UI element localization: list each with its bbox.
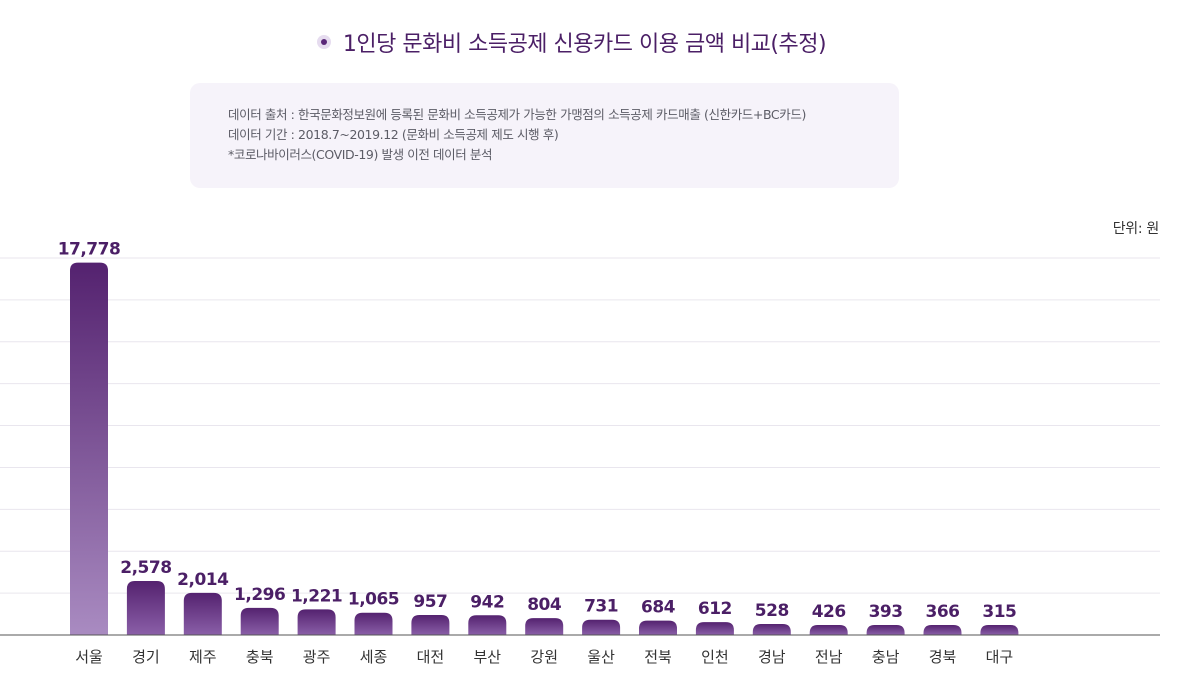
bar[interactable] bbox=[695, 622, 734, 635]
bar[interactable] bbox=[70, 262, 108, 635]
category-label: 광주 bbox=[303, 648, 331, 666]
bar-group: 528 경남 bbox=[752, 601, 791, 666]
unit-label: 단위: 원 bbox=[1112, 221, 1160, 237]
bar-group: 17,778 서울 bbox=[58, 240, 121, 666]
bar[interactable] bbox=[411, 614, 450, 635]
bar-group: 393 충남 bbox=[866, 602, 905, 666]
bar[interactable] bbox=[866, 625, 905, 635]
bar[interactable] bbox=[183, 592, 222, 635]
value-label: 1,296 bbox=[234, 585, 285, 605]
bar-group: 2,014 제주 bbox=[177, 570, 229, 666]
bar-group: 2,578 경기 bbox=[120, 558, 172, 666]
category-label: 인천 bbox=[701, 648, 729, 666]
bar-group: 1,065 세종 bbox=[348, 590, 400, 666]
category-label: 울산 bbox=[587, 648, 615, 666]
category-label: 서울 bbox=[75, 648, 103, 666]
bar[interactable] bbox=[240, 607, 279, 635]
chart-title-wrap: 1인당 문화비 소득공제 신용카드 이용 금액 비교(추정) bbox=[0, 26, 1183, 58]
bar-group: 426 전남 bbox=[809, 602, 848, 666]
value-label: 1,221 bbox=[291, 586, 342, 606]
value-label: 2,578 bbox=[120, 558, 171, 578]
value-label: 393 bbox=[869, 602, 903, 622]
category-label: 경남 bbox=[758, 648, 786, 666]
value-label: 804 bbox=[527, 595, 562, 615]
value-label: 942 bbox=[470, 592, 504, 612]
category-label: 경기 bbox=[132, 648, 160, 666]
bar[interactable] bbox=[980, 625, 1019, 635]
bar[interactable] bbox=[354, 612, 393, 635]
bar-group: 315 대구 bbox=[980, 602, 1019, 666]
source-line-2: 데이터 기간 : 2018.7~2019.12 (문화비 소득공제 제도 시행 … bbox=[228, 127, 559, 142]
bar-group: 1,221 광주 bbox=[291, 586, 343, 666]
category-label: 전남 bbox=[815, 648, 843, 666]
bar-group: 957 대전 bbox=[411, 592, 450, 666]
bar-chart: 17,778 서울 2,578 경기 2,014 제주 1,296 충북 1,221 광주 1,06… bbox=[0, 240, 1160, 666]
value-label: 2,014 bbox=[177, 570, 229, 590]
bar-group: 684 전북 bbox=[639, 598, 677, 666]
value-label: 426 bbox=[812, 602, 846, 622]
source-line-3: *코로나바이러스(COVID-19) 발생 이전 데이터 분석 bbox=[228, 147, 493, 162]
bar[interactable] bbox=[582, 619, 621, 635]
bar[interactable] bbox=[752, 623, 791, 635]
bar[interactable] bbox=[809, 625, 848, 635]
bar-group: 612 인천 bbox=[695, 599, 734, 666]
value-label: 612 bbox=[698, 599, 732, 619]
category-label: 세종 bbox=[360, 648, 388, 666]
bar-group: 366 경북 bbox=[923, 602, 962, 666]
bar-group: 804 강원 bbox=[525, 595, 564, 666]
category-label: 부산 bbox=[473, 648, 501, 666]
bar[interactable] bbox=[126, 581, 165, 635]
value-label: 528 bbox=[755, 601, 789, 621]
chart-title: 1인당 문화비 소득공제 신용카드 이용 금액 비교(추정) bbox=[342, 32, 827, 57]
category-label: 충남 bbox=[872, 648, 900, 666]
value-label: 315 bbox=[982, 602, 1016, 622]
bar-group: 1,296 충북 bbox=[234, 585, 286, 666]
category-label: 전북 bbox=[644, 648, 672, 666]
source-line-1: 데이터 출처 : 한국문화정보원에 등록된 문화비 소득공제가 가능한 가맹점의… bbox=[228, 107, 806, 122]
bar-group: 942 부산 bbox=[468, 592, 507, 666]
category-label: 강원 bbox=[530, 648, 558, 666]
bar[interactable] bbox=[923, 625, 962, 635]
value-label: 684 bbox=[641, 598, 676, 618]
value-label: 17,778 bbox=[58, 240, 121, 260]
bar-group: 731 울산 bbox=[582, 597, 621, 666]
category-label: 경북 bbox=[929, 648, 957, 666]
bar[interactable] bbox=[639, 620, 677, 635]
value-label: 731 bbox=[584, 597, 618, 617]
value-label: 957 bbox=[413, 592, 447, 612]
category-label: 충북 bbox=[246, 648, 274, 666]
title-bullet-icon bbox=[316, 35, 331, 49]
bar[interactable] bbox=[525, 618, 564, 635]
bar[interactable] bbox=[297, 609, 336, 635]
category-label: 제주 bbox=[189, 648, 217, 666]
category-label: 대전 bbox=[417, 648, 445, 666]
value-label: 366 bbox=[926, 602, 960, 622]
bar[interactable] bbox=[468, 615, 507, 635]
category-label: 대구 bbox=[986, 648, 1014, 666]
value-label: 1,065 bbox=[348, 590, 399, 610]
source-info-box: 데이터 출처 : 한국문화정보원에 등록된 문화비 소득공제가 가능한 가맹점의… bbox=[190, 83, 899, 188]
